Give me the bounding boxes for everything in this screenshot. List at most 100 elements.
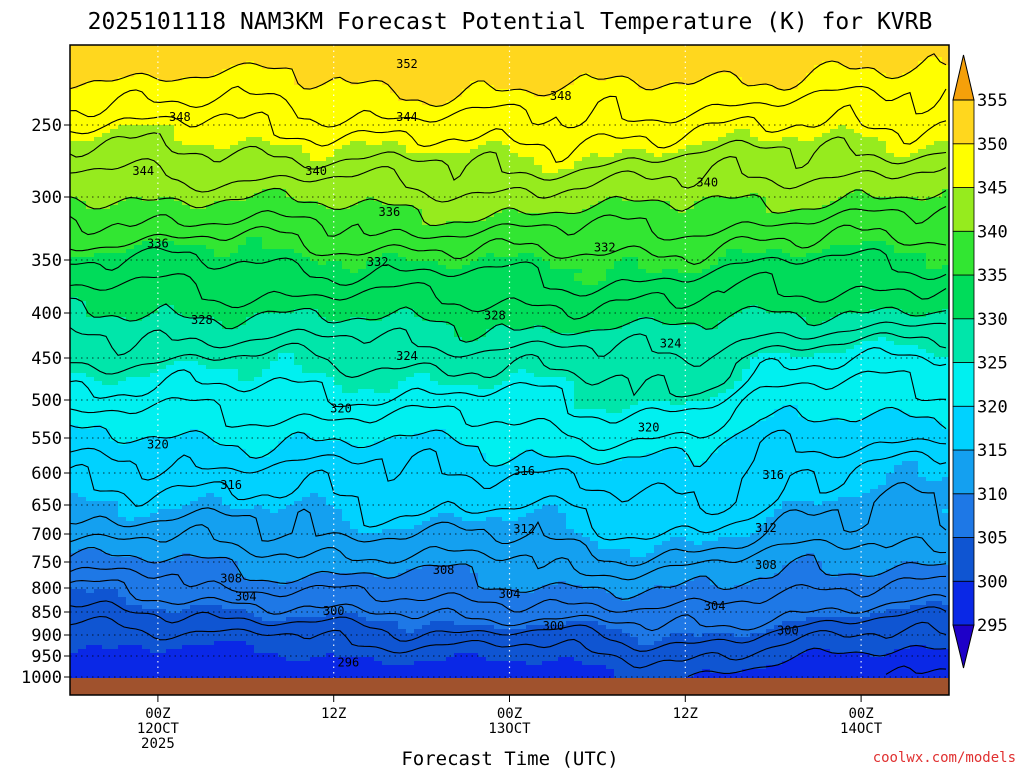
field-cell [646,137,655,142]
field-cell [254,161,263,166]
field-cell [614,105,623,110]
field-cell [206,177,215,182]
field-cell [870,145,879,150]
field-cell [710,201,719,206]
field-cell [390,61,399,66]
field-cell [182,81,191,86]
field-cell [166,97,175,102]
field-cell [566,209,575,214]
field-cell [622,81,631,86]
field-cell [942,209,949,214]
field-cell [910,125,919,130]
field-cell [734,217,743,222]
field-cell [118,189,127,194]
field-cell [726,185,735,190]
field-cell [310,113,319,118]
field-cell [670,221,679,226]
field-cell [214,69,223,74]
field-cell [78,121,87,126]
field-cell [270,153,279,158]
field-cell [142,169,151,174]
field-cell [166,61,175,66]
field-cell [814,209,823,214]
field-cell [566,105,575,110]
field-cell [798,205,807,210]
field-cell [486,177,495,182]
field-cell [878,121,887,126]
field-cell [438,69,447,74]
field-cell [654,217,663,222]
field-cell [926,149,935,154]
field-cell [326,61,335,66]
field-cell [574,165,583,170]
field-cell [798,113,807,118]
field-cell [286,49,295,54]
field-cell [638,93,647,98]
field-cell [310,125,319,130]
field-cell [470,221,479,226]
field-cell [694,93,703,98]
field-cell [678,129,687,134]
field-cell [446,81,455,86]
field-cell [470,177,479,182]
field-cell [334,221,343,226]
field-cell [158,225,167,230]
field-cell [918,45,927,50]
field-cell [486,141,495,146]
field-cell [846,149,855,154]
field-cell [614,173,623,178]
field-cell [566,97,575,102]
field-cell [398,225,407,230]
field-cell [414,189,423,194]
field-cell [838,133,847,138]
field-cell [910,185,919,190]
field-cell [534,213,543,218]
field-cell [286,213,295,218]
field-cell [342,161,351,166]
field-cell [350,105,359,110]
field-cell [630,89,639,94]
field-cell [702,77,711,82]
field-cell [142,133,151,138]
field-cell [358,49,367,54]
field-cell [198,97,207,102]
field-cell [190,125,199,130]
field-cell [222,169,231,174]
field-cell [502,125,511,130]
field-cell [494,49,503,54]
field-cell [398,61,407,66]
field-cell [742,137,751,142]
field-cell [934,141,943,146]
field-cell [446,109,455,114]
field-cell [886,209,895,214]
field-cell [566,137,575,142]
field-cell [318,97,327,102]
field-cell [110,157,119,162]
field-cell [190,181,199,186]
field-cell [582,217,591,222]
field-cell [534,77,543,82]
field-cell [526,69,535,74]
field-cell [118,97,127,102]
field-cell [486,49,495,54]
field-cell [902,153,911,158]
field-cell [726,205,735,210]
field-cell [174,209,183,214]
field-cell [606,93,615,98]
field-cell [702,201,711,206]
field-cell [126,81,135,86]
field-cell [902,117,911,122]
field-cell [790,209,799,214]
field-cell [686,45,695,50]
field-cell [606,125,615,130]
field-cell [750,85,759,90]
field-cell [542,213,551,218]
field-cell [566,149,575,154]
field-cell [710,169,719,174]
field-cell [614,109,623,114]
field-cell [662,89,671,94]
field-cell [782,205,791,210]
field-cell [238,113,247,118]
field-cell [798,45,807,50]
field-cell [350,189,359,194]
